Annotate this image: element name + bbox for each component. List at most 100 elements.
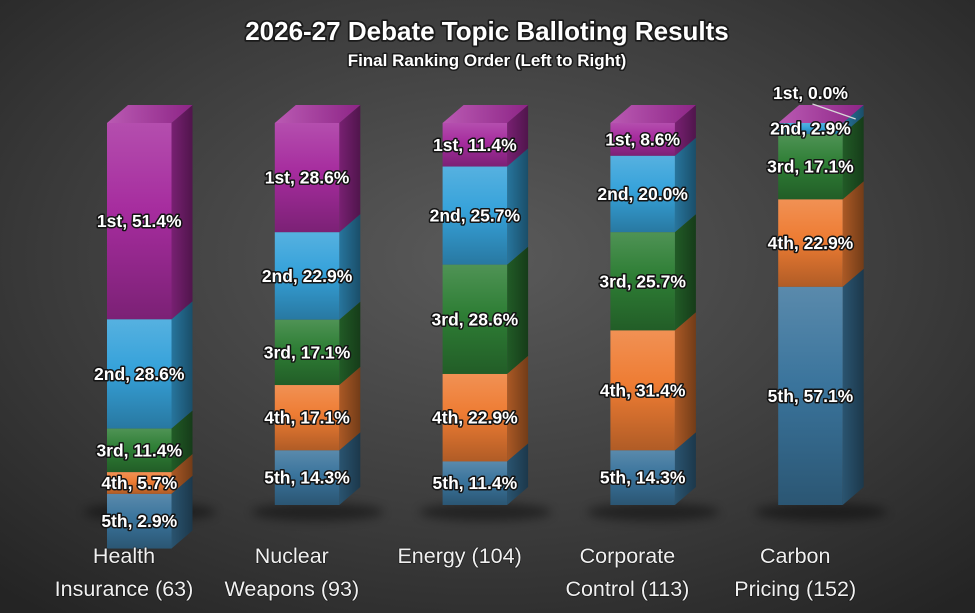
segment-data-label: 3rd, 17.1% [767,157,854,177]
segment-front-face [610,123,675,156]
segment-front-face [610,155,675,233]
segment-front-face [107,123,172,320]
segment-side-face [842,181,864,287]
segment-data-label: 4th, 31.4% [600,380,686,400]
segment-front-face [610,232,675,331]
segment-data-label: 1st, 0.0% [773,83,848,103]
segment-data-label: 5th, 2.9% [101,511,177,531]
segment-side-face [507,443,529,505]
bar-segment-3rd-col4 [610,214,696,331]
segment-data-label: 4th, 17.1% [264,408,350,428]
bar-top-face [274,105,361,123]
bar-shadow [251,503,384,521]
category-label: Nuclear [255,544,329,568]
category-label: Corporate [580,544,676,568]
bar-top-face [778,105,864,123]
segment-side-face [171,475,193,549]
bar-segment-1st-col1 [107,105,193,320]
segment-front-face [274,319,340,386]
segment-side-face [339,367,361,451]
bar-top-face [610,105,696,123]
segment-side-face [171,454,193,494]
segment-data-label: 1st, 11.4% [433,135,517,155]
segment-side-face [507,355,529,462]
segment-front-face [274,385,340,451]
segment-front-face [274,450,340,505]
segment-data-label: 2nd, 28.6% [94,364,185,384]
bar-segment-4th-col1 [107,454,193,494]
segment-data-label: 2nd, 22.9% [262,266,353,286]
bar-top-face [107,105,193,123]
bar-segment-5th-col2 [274,432,361,505]
zero-label-leader-line [812,103,856,120]
segment-front-face [778,199,843,287]
segment-side-face [339,214,361,320]
category-label: Energy (104) [397,544,521,568]
bar-segment-2nd-col1 [107,301,193,429]
chart-title: 2026-27 Debate Topic Balloting Results [245,16,729,46]
segment-side-face [171,301,193,429]
bar-segment-5th-col1 [107,475,193,549]
bar-segment-3rd-col5 [778,116,864,200]
bar-shadow [754,503,887,521]
category-label: Health [93,544,155,568]
segment-front-face [778,123,843,135]
bar-segment-4th-col4 [610,312,696,451]
segment-side-face [674,214,696,331]
segment-data-label: 3rd, 25.7% [599,271,686,291]
segment-front-face [442,166,508,265]
segment-data-label: 2nd, 25.7% [430,206,521,226]
segment-side-face [674,105,696,156]
category-label: Insurance (63) [55,577,194,601]
segment-data-label: 2nd, 2.9% [770,119,851,139]
bar-segment-3rd-col2 [274,301,361,386]
segment-front-face [274,232,340,320]
bar-segment-4th-col3 [442,355,529,462]
bar-segment-5th-col4 [610,432,696,505]
segment-front-face [107,319,172,429]
segment-side-face [674,432,696,505]
category-labels-layer: Health Insurance (63) Nuclear Weapons (93) E… [54,543,857,602]
bar-segment-5th-col3 [442,443,529,505]
segment-side-face [339,105,361,233]
bar-segment-2nd-col5 [778,105,864,135]
bar-segment-1st-col3 [442,105,529,167]
segment-data-label: 4th, 22.9% [432,408,518,428]
segment-front-face [610,450,675,505]
bars-layer [107,105,864,549]
segment-front-face [778,134,843,200]
segment-data-label: 3rd, 11.4% [96,440,182,460]
bar-top-face [442,105,529,123]
bar-segment-5th-col5 [778,268,864,505]
segment-side-face [842,105,864,135]
bar-shadow [419,503,552,521]
bar-segment-2nd-col3 [442,148,529,265]
category-label: Pricing (152) [734,577,856,601]
segment-front-face [442,373,508,462]
bar-segment-1st-col4 [610,105,696,156]
segment-front-face [107,493,172,549]
segment-data-label: 2nd, 20.0% [597,184,688,204]
bar-segment-3rd-col1 [107,410,193,473]
segment-data-label: 5th, 57.1% [768,386,854,406]
segment-front-face [610,330,675,451]
segment-side-face [842,116,864,200]
bar-segment-4th-col5 [778,181,864,287]
segment-side-face [674,137,696,233]
segment-data-label: 1st, 8.6% [605,129,680,149]
segment-side-face [507,246,529,374]
segment-front-face [442,461,508,505]
segment-front-face [107,428,172,473]
segment-side-face [339,301,361,386]
segment-front-face [778,286,843,505]
segment-side-face [507,148,529,265]
segment-data-label: 1st, 51.4% [97,211,182,231]
segment-data-label: 1st, 28.6% [265,168,350,188]
bar-segment-4th-col2 [274,367,361,451]
segment-data-label: 4th, 5.7% [101,473,177,493]
bar-segment-2nd-col4 [610,137,696,233]
segment-side-face [507,105,529,167]
bar-segment-1st-col2 [274,105,361,233]
segment-data-label: 3rd, 17.1% [264,342,351,362]
